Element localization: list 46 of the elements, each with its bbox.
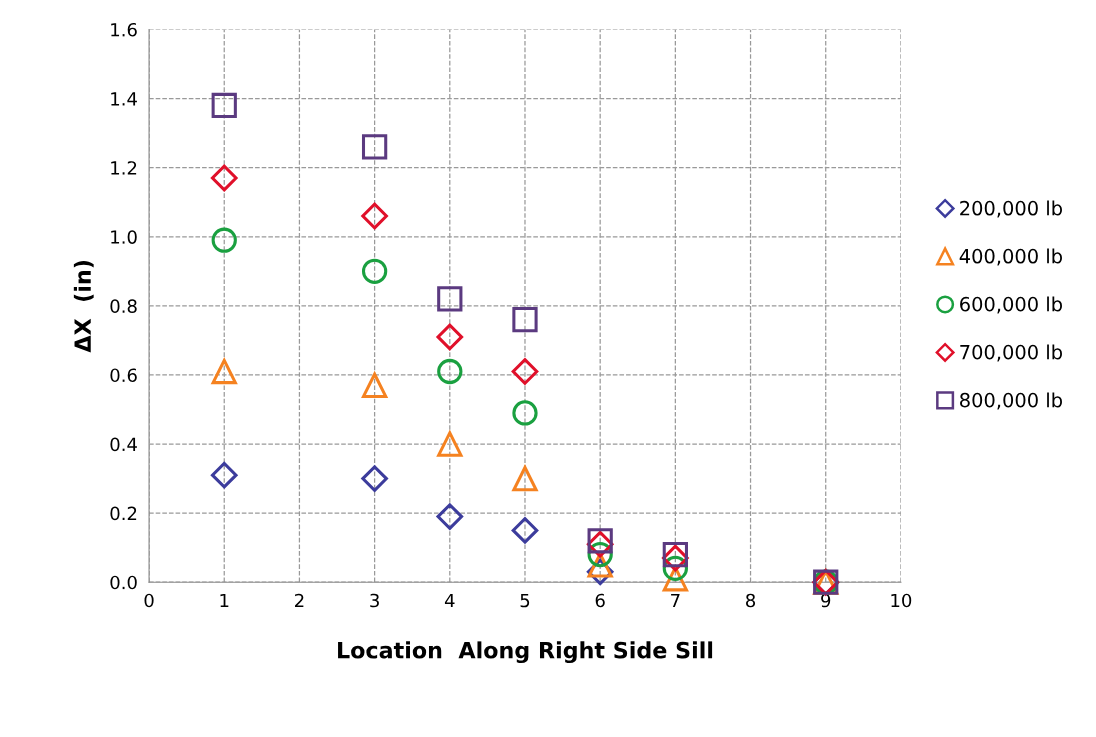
point	[512, 465, 538, 492]
point	[211, 92, 237, 119]
point	[211, 227, 237, 253]
legend-label: 200,000 lb	[960, 200, 1062, 218]
x-axis-title: Location Along Right Side Sill	[338, 641, 713, 664]
x-tick-label: 3	[370, 593, 379, 608]
point	[361, 465, 388, 492]
y-tick-label: 1.6	[111, 22, 137, 37]
y-tick-label: 0.6	[110, 368, 137, 383]
y-tick-label: 1.0	[111, 230, 137, 244]
y-tick-label: 0.4	[110, 437, 137, 452]
legend-label: 700,000 lb	[960, 344, 1062, 362]
point	[511, 358, 539, 385]
point	[211, 358, 237, 385]
x-tick-label: 4	[444, 593, 455, 608]
y-tick-label: 0.2	[110, 506, 137, 521]
point	[361, 370, 389, 398]
point	[210, 164, 238, 192]
legend-label: 600,000 lb	[960, 296, 1062, 314]
point	[361, 134, 388, 160]
point	[437, 286, 463, 312]
point	[512, 307, 538, 333]
y-axis-title: ΔX (in)	[73, 260, 94, 353]
legend-label: 800,000 lb	[960, 392, 1062, 410]
y-tick-label: 0.0	[110, 575, 137, 590]
point	[361, 202, 388, 230]
x-tick-label: 0	[144, 593, 154, 608]
point	[210, 461, 238, 489]
point	[437, 358, 463, 385]
point	[436, 503, 464, 530]
point	[437, 431, 463, 457]
legend-label: 400,000 lb	[959, 248, 1062, 266]
x-tick-label: 6	[595, 593, 605, 608]
x-tick-label: 1	[220, 593, 229, 608]
x-tick-label: 5	[520, 593, 530, 608]
y-tick-label: 1.2	[111, 161, 137, 175]
y-tick-label: 0.8	[110, 299, 137, 313]
point	[512, 400, 538, 426]
point	[436, 323, 464, 351]
x-tick-label: 7	[671, 593, 680, 608]
point	[511, 517, 539, 544]
x-tick-label: 2	[295, 593, 304, 608]
y-tick-label: 1.4	[111, 92, 137, 106]
point	[361, 258, 388, 284]
x-tick-label: 10	[891, 593, 912, 608]
x-tick-label: 8	[746, 593, 756, 608]
